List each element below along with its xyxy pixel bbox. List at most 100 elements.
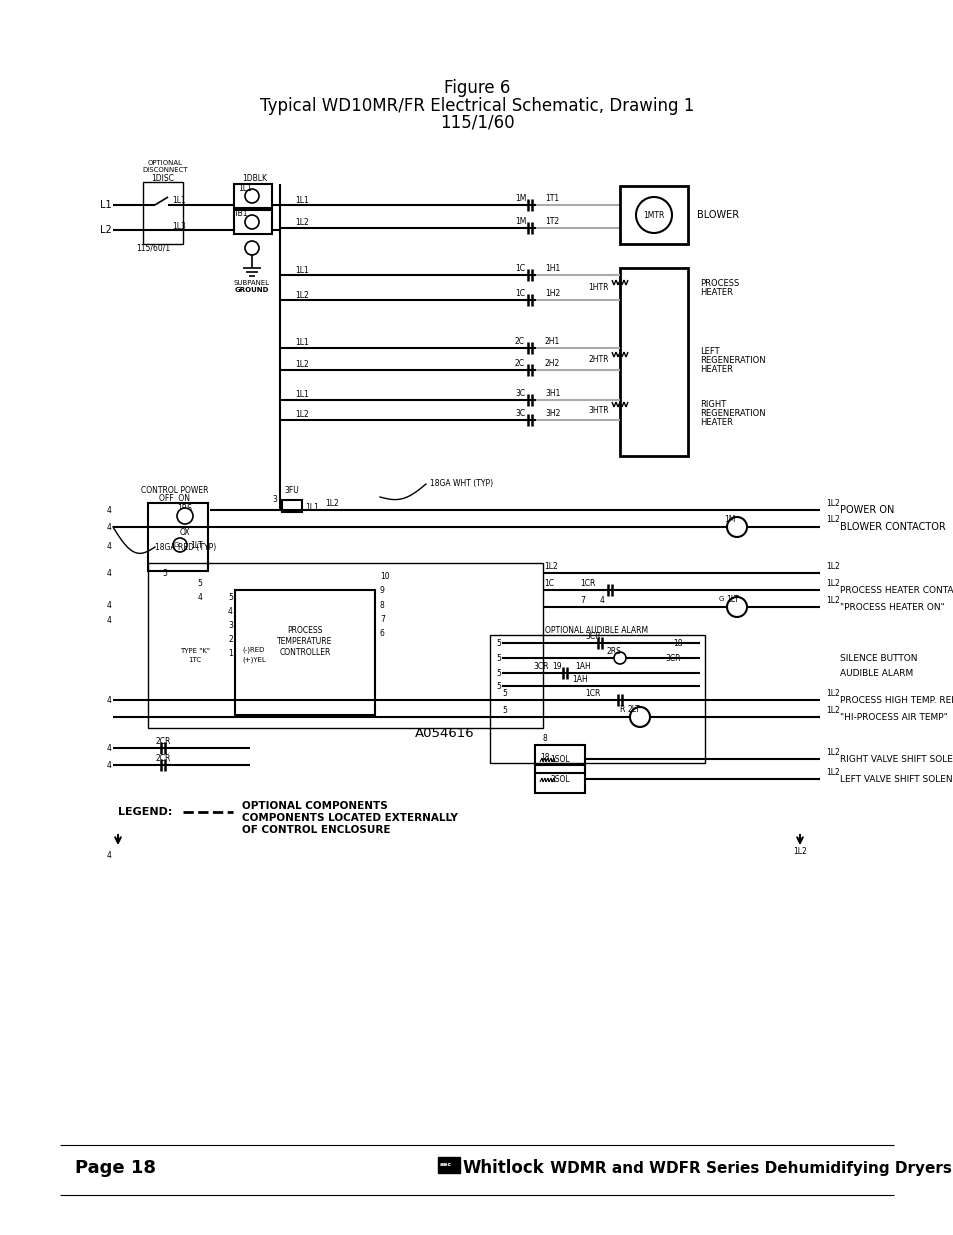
Text: LEFT VALVE SHIFT SOLENOID: LEFT VALVE SHIFT SOLENOID [840,774,953,783]
Bar [490,635,704,763]
Text: REGENERATION: REGENERATION [700,409,765,417]
Text: A054616: A054616 [415,726,475,740]
Text: 1HTR: 1HTR [588,283,608,291]
Text: 1CR: 1CR [579,578,595,588]
Bar [535,764,584,793]
Text: 1L1: 1L1 [237,184,252,193]
Circle shape [177,508,193,524]
Text: 18: 18 [672,638,681,647]
Text: 3: 3 [273,494,277,504]
Text: 2RS: 2RS [606,646,621,656]
Text: 1L1: 1L1 [294,266,309,274]
Text: 1L2: 1L2 [325,499,338,508]
Text: Whitlock: Whitlock [462,1158,544,1177]
Text: 4: 4 [107,851,112,860]
Text: 4: 4 [107,761,112,769]
Text: 7: 7 [379,615,384,624]
Text: OPTIONAL: OPTIONAL [148,161,182,165]
Text: 1L2: 1L2 [792,847,806,857]
Text: 5: 5 [496,638,500,647]
Text: 4: 4 [107,541,112,551]
Circle shape [172,538,187,552]
Text: 1L1: 1L1 [294,389,309,399]
Text: HEATER: HEATER [700,417,732,426]
Text: 2C: 2C [515,358,524,368]
Text: PROCESS: PROCESS [287,625,322,635]
Text: 4: 4 [107,505,112,515]
Text: 2H1: 2H1 [544,336,559,346]
Text: BLOWER: BLOWER [697,210,739,220]
Text: 3H2: 3H2 [544,409,559,417]
Text: 115/60/1: 115/60/1 [135,243,170,252]
Bar [619,186,687,245]
Text: 5: 5 [496,668,500,678]
Text: BLOWER CONTACTOR: BLOWER CONTACTOR [840,522,944,532]
Text: 5: 5 [501,705,506,715]
Bar [437,1157,459,1173]
Text: 2H2: 2H2 [544,358,559,368]
Circle shape [245,215,258,228]
Text: 1L2: 1L2 [543,562,558,571]
Text: 4: 4 [107,568,112,578]
Bar [148,563,542,727]
Text: 4: 4 [228,606,233,615]
Text: HEATER: HEATER [700,288,732,296]
Text: 3HTR: 3HTR [588,405,608,415]
Text: 1L3: 1L3 [172,221,186,231]
Text: 1CR: 1CR [584,688,599,698]
Text: 1TC: 1TC [189,657,201,663]
Text: Typical WD10MR/FR Electrical Schematic, Drawing 1: Typical WD10MR/FR Electrical Schematic, … [259,98,694,115]
Text: 1M: 1M [723,515,735,524]
Text: GROUND: GROUND [234,287,269,293]
Text: 1C: 1C [543,578,554,588]
Bar [143,182,183,245]
Text: 1L2: 1L2 [825,562,839,571]
Text: 4: 4 [107,615,112,625]
Text: 1C: 1C [515,263,524,273]
Text: 5: 5 [496,682,500,690]
Text: OF CONTROL ENCLOSURE: OF CONTROL ENCLOSURE [242,825,390,835]
Text: G: G [718,597,723,601]
Bar [282,500,302,513]
Text: 1L2: 1L2 [825,578,839,588]
Text: 1: 1 [228,648,233,657]
Text: 19: 19 [552,662,561,671]
Text: 9: 9 [379,585,384,594]
Text: 4: 4 [107,695,112,704]
Text: G: G [173,542,178,548]
Text: 1AH: 1AH [572,674,587,683]
Text: 2SOL: 2SOL [550,774,569,783]
Text: CONTROL POWER: CONTROL POWER [141,485,209,494]
Text: 2: 2 [228,635,233,643]
Text: 3FU: 3FU [284,485,299,494]
Text: 1L2: 1L2 [294,290,309,300]
Text: 1AH: 1AH [575,662,590,671]
Text: "HI-PROCESS AIR TEMP": "HI-PROCESS AIR TEMP" [840,713,946,721]
Text: TYPE "K": TYPE "K" [180,648,210,655]
Text: 3CR: 3CR [584,631,599,641]
Text: 1L2: 1L2 [825,688,839,698]
Circle shape [245,241,258,254]
Circle shape [245,189,258,203]
Circle shape [629,706,649,727]
Circle shape [636,198,671,233]
Text: 2CR: 2CR [155,736,171,746]
Text: 1M: 1M [515,194,526,203]
Text: 1L1: 1L1 [294,337,309,347]
Text: HEATER: HEATER [700,364,732,373]
Text: 1L2: 1L2 [825,515,839,524]
Text: L1: L1 [100,200,112,210]
Text: 1LT: 1LT [190,541,202,550]
Text: Page 18: Page 18 [75,1158,156,1177]
Circle shape [726,597,746,618]
Text: 1L2: 1L2 [825,705,839,715]
Text: 1RS: 1RS [177,504,193,513]
Text: 5: 5 [496,653,500,662]
Text: SILENCE BUTTON: SILENCE BUTTON [840,653,917,662]
Text: 115/1/60: 115/1/60 [439,112,514,131]
Text: 1M: 1M [515,216,526,226]
Text: 18GA WHT (TYP): 18GA WHT (TYP) [430,478,493,488]
Text: LEFT: LEFT [700,347,719,356]
Text: 1L2: 1L2 [294,410,309,419]
Text: COMPONENTS LOCATED EXTERNALLY: COMPONENTS LOCATED EXTERNALLY [242,813,457,823]
